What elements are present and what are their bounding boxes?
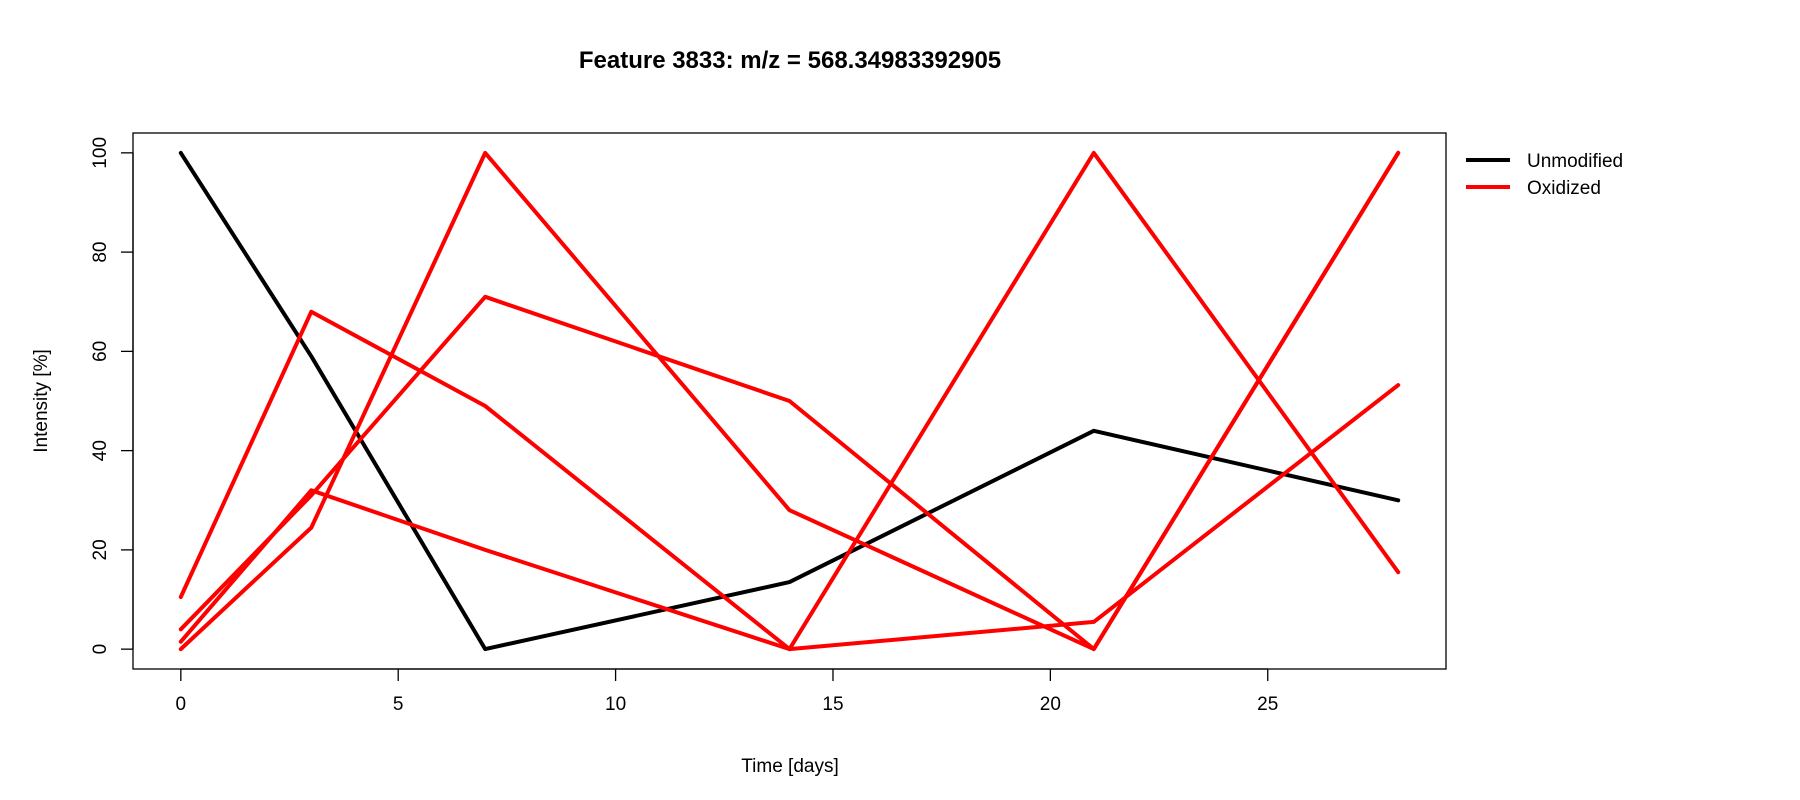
legend-label-unmodified: Unmodified bbox=[1527, 151, 1623, 172]
x-tick-label: 0 bbox=[176, 694, 187, 715]
series-line-oxidized-5 bbox=[178, 150, 1401, 652]
y-tick-label: 80 bbox=[90, 242, 111, 263]
legend-label-oxidized: Oxidized bbox=[1527, 178, 1601, 199]
x-axis-label: Time [days] bbox=[741, 756, 839, 777]
chart-title: Feature 3833: m/z = 568.34983392905 bbox=[579, 47, 1001, 74]
y-axis-label: Intensity [%] bbox=[31, 349, 52, 453]
series-layer bbox=[178, 150, 1401, 652]
x-tick-label: 20 bbox=[1040, 694, 1061, 715]
x-tick-label: 10 bbox=[605, 694, 626, 715]
series-line-oxidized-2 bbox=[178, 150, 1401, 652]
x-tick-label: 25 bbox=[1257, 694, 1278, 715]
y-tick-label: 40 bbox=[90, 440, 111, 461]
legend: Unmodified Oxidized bbox=[1466, 151, 1623, 199]
x-tick-label: 15 bbox=[822, 694, 843, 715]
x-axis: 0 5 10 15 20 25 bbox=[176, 668, 1278, 715]
series-line-unmodified-1 bbox=[178, 150, 1401, 652]
y-tick-label: 60 bbox=[90, 341, 111, 362]
y-axis: 0 20 40 60 80 100 bbox=[90, 137, 134, 655]
y-tick-label: 0 bbox=[90, 644, 111, 655]
y-tick-label: 20 bbox=[90, 539, 111, 560]
x-tick-label: 5 bbox=[393, 694, 404, 715]
y-tick-label: 100 bbox=[90, 137, 111, 169]
series-line-oxidized-4 bbox=[178, 383, 1401, 652]
